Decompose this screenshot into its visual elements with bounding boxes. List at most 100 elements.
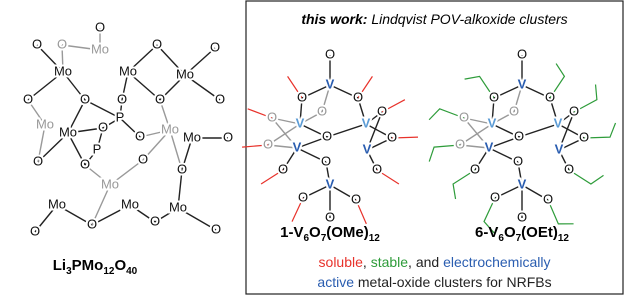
atom: O xyxy=(353,89,363,104)
subscript: 12 xyxy=(558,233,569,244)
atom: O xyxy=(32,36,42,51)
atom: O xyxy=(569,103,579,118)
atom: Mo xyxy=(91,41,109,56)
atom: O xyxy=(489,89,499,104)
atom: O xyxy=(517,46,527,61)
atom: Mo xyxy=(119,63,137,78)
atom: O xyxy=(325,46,335,61)
subscript: 12 xyxy=(369,233,380,244)
atom: O xyxy=(98,119,108,134)
formula-part: O xyxy=(504,224,516,241)
cluster-label: 6-V6O7(OEt)12 xyxy=(442,224,602,244)
atom: V xyxy=(518,76,527,91)
atom: V xyxy=(363,141,372,156)
atom: O xyxy=(322,128,332,143)
caption-word: active xyxy=(317,274,354,290)
left-cluster: MoMoMoMoMoMoMoMoMoMoMoMoOOOOOOOOOOOOOOOO… xyxy=(23,19,233,238)
atom: O xyxy=(514,128,524,143)
atom: O xyxy=(267,109,277,124)
atom: O xyxy=(95,19,105,34)
formula-part: PMo xyxy=(72,257,104,274)
atom: O xyxy=(545,89,555,104)
atom: Mo xyxy=(169,199,187,214)
atom: O xyxy=(509,103,519,118)
caption-word: , and xyxy=(408,254,443,270)
formula-part: 1-V xyxy=(280,224,303,241)
atom: Mo xyxy=(36,116,54,131)
caption-word: metal-oxide clusters for NRFBs xyxy=(354,274,552,290)
atom: O xyxy=(263,136,273,151)
bond xyxy=(327,124,366,137)
atom: O xyxy=(30,223,40,238)
atom: P xyxy=(93,141,102,156)
atom: Mo xyxy=(183,129,201,144)
atom: O xyxy=(150,213,160,228)
atom: Mo xyxy=(121,196,139,211)
atom: V xyxy=(293,139,302,154)
formula-part: 6-V xyxy=(475,224,498,241)
atom: V xyxy=(296,115,305,130)
atom: P xyxy=(116,109,125,124)
subscript: 40 xyxy=(126,266,137,277)
atom: O xyxy=(351,191,361,206)
atom: O xyxy=(177,161,187,176)
atom: O xyxy=(455,136,465,151)
atom: O xyxy=(325,209,335,224)
caption-line: soluble, stable, and electrochemically xyxy=(246,252,623,272)
atom: O xyxy=(297,89,307,104)
atom: Mo xyxy=(161,121,179,136)
atom: Mo xyxy=(54,63,72,78)
caption-word: , xyxy=(363,254,371,270)
caption-word: electrochemically xyxy=(443,254,550,270)
atom: O xyxy=(517,209,527,224)
atom: O xyxy=(372,161,382,176)
atom: O xyxy=(513,153,523,168)
atom: O xyxy=(117,91,127,106)
atom: Mo xyxy=(59,124,77,139)
title-rest: Lindqvist POV-alkoxide clusters xyxy=(367,11,567,27)
atom: O xyxy=(377,103,387,118)
atom: O xyxy=(298,189,308,204)
formula-part: (OMe) xyxy=(326,224,369,241)
atom: O xyxy=(278,161,288,176)
caption-line: active metal-oxide clusters for NRFBs xyxy=(246,272,623,292)
atom: V xyxy=(326,176,335,191)
cluster-label: 1-V6O7(OMe)12 xyxy=(250,224,410,244)
caption: soluble, stable, and electrochemicallyac… xyxy=(246,252,623,292)
formula-part: O xyxy=(114,257,126,274)
left-formula: Li3PMo12O40 xyxy=(0,257,190,277)
atom: O xyxy=(543,191,553,206)
atom: O xyxy=(138,151,148,166)
atom: Mo xyxy=(176,66,194,81)
page: MoMoMoMoMoMoMoMoMoMoMoMoOOOOOOOOOOOOOOOO… xyxy=(0,0,624,295)
atom: Mo xyxy=(48,196,66,211)
formula-part: (OEt) xyxy=(521,224,558,241)
atom: O xyxy=(33,153,43,168)
formula-part: Li xyxy=(53,257,66,274)
atom: Mo xyxy=(101,176,119,191)
atom: O xyxy=(211,221,221,236)
alkoxide xyxy=(569,170,604,184)
atom: O xyxy=(87,216,97,231)
formula-part: O xyxy=(309,224,321,241)
atom: O xyxy=(152,36,162,51)
atom: V xyxy=(555,141,564,156)
atom: V xyxy=(518,176,527,191)
atom: O xyxy=(579,129,589,144)
atom: O xyxy=(57,36,67,51)
atom: O xyxy=(155,91,165,106)
atom: O xyxy=(135,128,145,143)
atom: V xyxy=(362,115,371,130)
atom: O xyxy=(80,91,90,106)
atom: O xyxy=(223,129,233,144)
box-title: this work: Lindqvist POV-alkoxide cluste… xyxy=(246,11,623,27)
title-bold: this work: xyxy=(301,11,367,27)
atom: V xyxy=(485,139,494,154)
atom: O xyxy=(564,161,574,176)
atom: O xyxy=(459,109,469,124)
atom: O xyxy=(317,103,327,118)
atom: O xyxy=(210,39,220,54)
atom: V xyxy=(326,76,335,91)
